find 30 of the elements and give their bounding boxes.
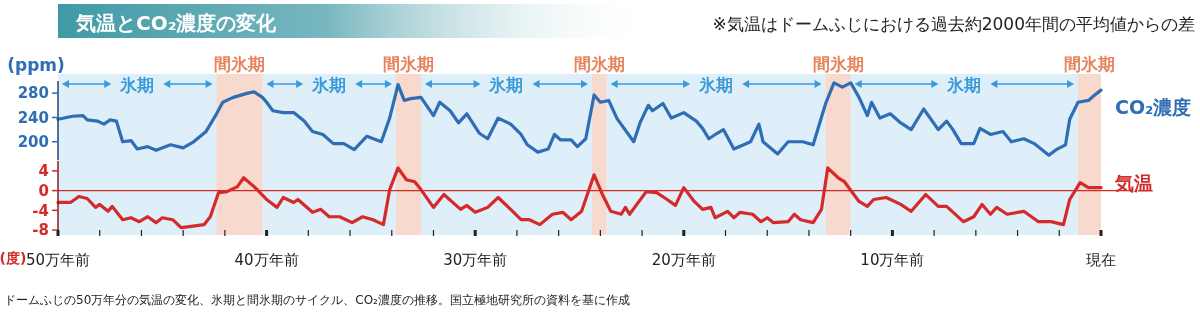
chart-subtitle: ※気温はドームふじにおける過去約2000年間の平均値からの差 bbox=[712, 14, 1195, 34]
y-axis-title: (ppm) bbox=[7, 55, 65, 75]
x-tick-label: 50万年前 bbox=[25, 251, 91, 269]
band-label: 氷期 bbox=[946, 75, 982, 95]
band-label: 間氷期 bbox=[213, 54, 265, 74]
band-label: 間氷期 bbox=[382, 54, 434, 74]
band-label: 氷期 bbox=[488, 75, 524, 95]
x-tick-label: 20万年前 bbox=[651, 251, 716, 269]
band-label: 間氷期 bbox=[812, 54, 864, 74]
y-tick-label: 200 bbox=[17, 133, 49, 152]
y-tick-label: 0 bbox=[38, 181, 49, 200]
y-tick-label: 240 bbox=[17, 108, 49, 127]
y-tick-label: 280 bbox=[17, 84, 49, 103]
series-label: 気温 bbox=[1114, 171, 1153, 194]
x-tick-label: 現在 bbox=[1086, 251, 1116, 269]
y-tick-label: 4 bbox=[38, 162, 49, 181]
band-label: 氷期 bbox=[119, 75, 155, 95]
y-axis-title: (度) bbox=[0, 250, 27, 266]
x-tick-label: 10万年前 bbox=[860, 251, 925, 269]
y-tick-label: -4 bbox=[32, 201, 49, 220]
x-tick-label: 40万年前 bbox=[234, 251, 299, 269]
x-tick-label: 30万年前 bbox=[443, 251, 508, 269]
series-label: CO₂濃度 bbox=[1115, 96, 1192, 119]
y-tick-label: -8 bbox=[32, 221, 49, 240]
band-label: 間氷期 bbox=[1064, 54, 1116, 74]
chart-title: 気温とCO₂濃度の変化 bbox=[75, 11, 278, 35]
text: ドームふじの50万年分の気温の変化、氷期と間氷期のサイクル、CO₂濃度の推移。国立極地研究所の資料を基に作成 bbox=[4, 293, 630, 307]
band-label: 間氷期 bbox=[573, 54, 625, 74]
band-label: 氷期 bbox=[698, 75, 734, 95]
band-label: 氷期 bbox=[311, 75, 347, 95]
